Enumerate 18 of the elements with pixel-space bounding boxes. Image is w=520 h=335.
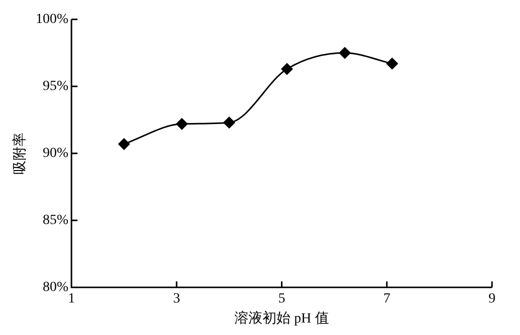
- y-tick-label: 90%: [42, 146, 69, 162]
- x-tick-label: 9: [488, 291, 496, 306]
- y-tick-label: 100%: [36, 12, 69, 28]
- x-tick-label: 1: [68, 291, 75, 306]
- x-tick-label: 5: [278, 291, 286, 306]
- y-tick-label: 85%: [42, 213, 69, 228]
- point: [118, 138, 130, 150]
- point: [176, 118, 188, 130]
- point: [386, 58, 398, 70]
- point: [223, 116, 235, 128]
- x-tick-label: 7: [383, 291, 390, 306]
- point: [281, 63, 293, 75]
- y-tick-label: 95%: [42, 79, 69, 94]
- x-axis-title: 溶液初始 pH 值: [234, 310, 329, 326]
- y-axis-title: 吸附率: [12, 132, 28, 174]
- x-tick-label: 3: [173, 291, 180, 306]
- y-tick-label: 80%: [42, 280, 69, 296]
- point: [339, 47, 351, 59]
